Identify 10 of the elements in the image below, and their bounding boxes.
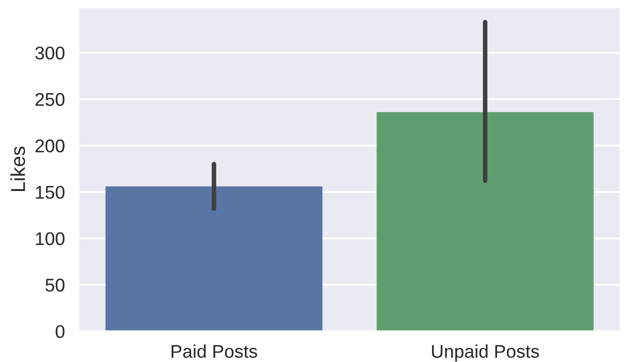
x-tick-label: Unpaid Posts <box>432 344 540 362</box>
y-tick-label: 300 <box>35 46 64 60</box>
x-tick-label: Paid Posts <box>172 344 258 358</box>
y-tick-label: 0 <box>56 325 64 338</box>
y-tick-label: 100 <box>36 232 64 246</box>
y-axis-title: Likes <box>10 146 26 191</box>
y-tick-label: 200 <box>36 139 64 152</box>
y-tick-label: 250 <box>36 92 64 106</box>
y-tick-label: 50 <box>46 278 64 292</box>
y-tick-label: 150 <box>36 186 64 199</box>
